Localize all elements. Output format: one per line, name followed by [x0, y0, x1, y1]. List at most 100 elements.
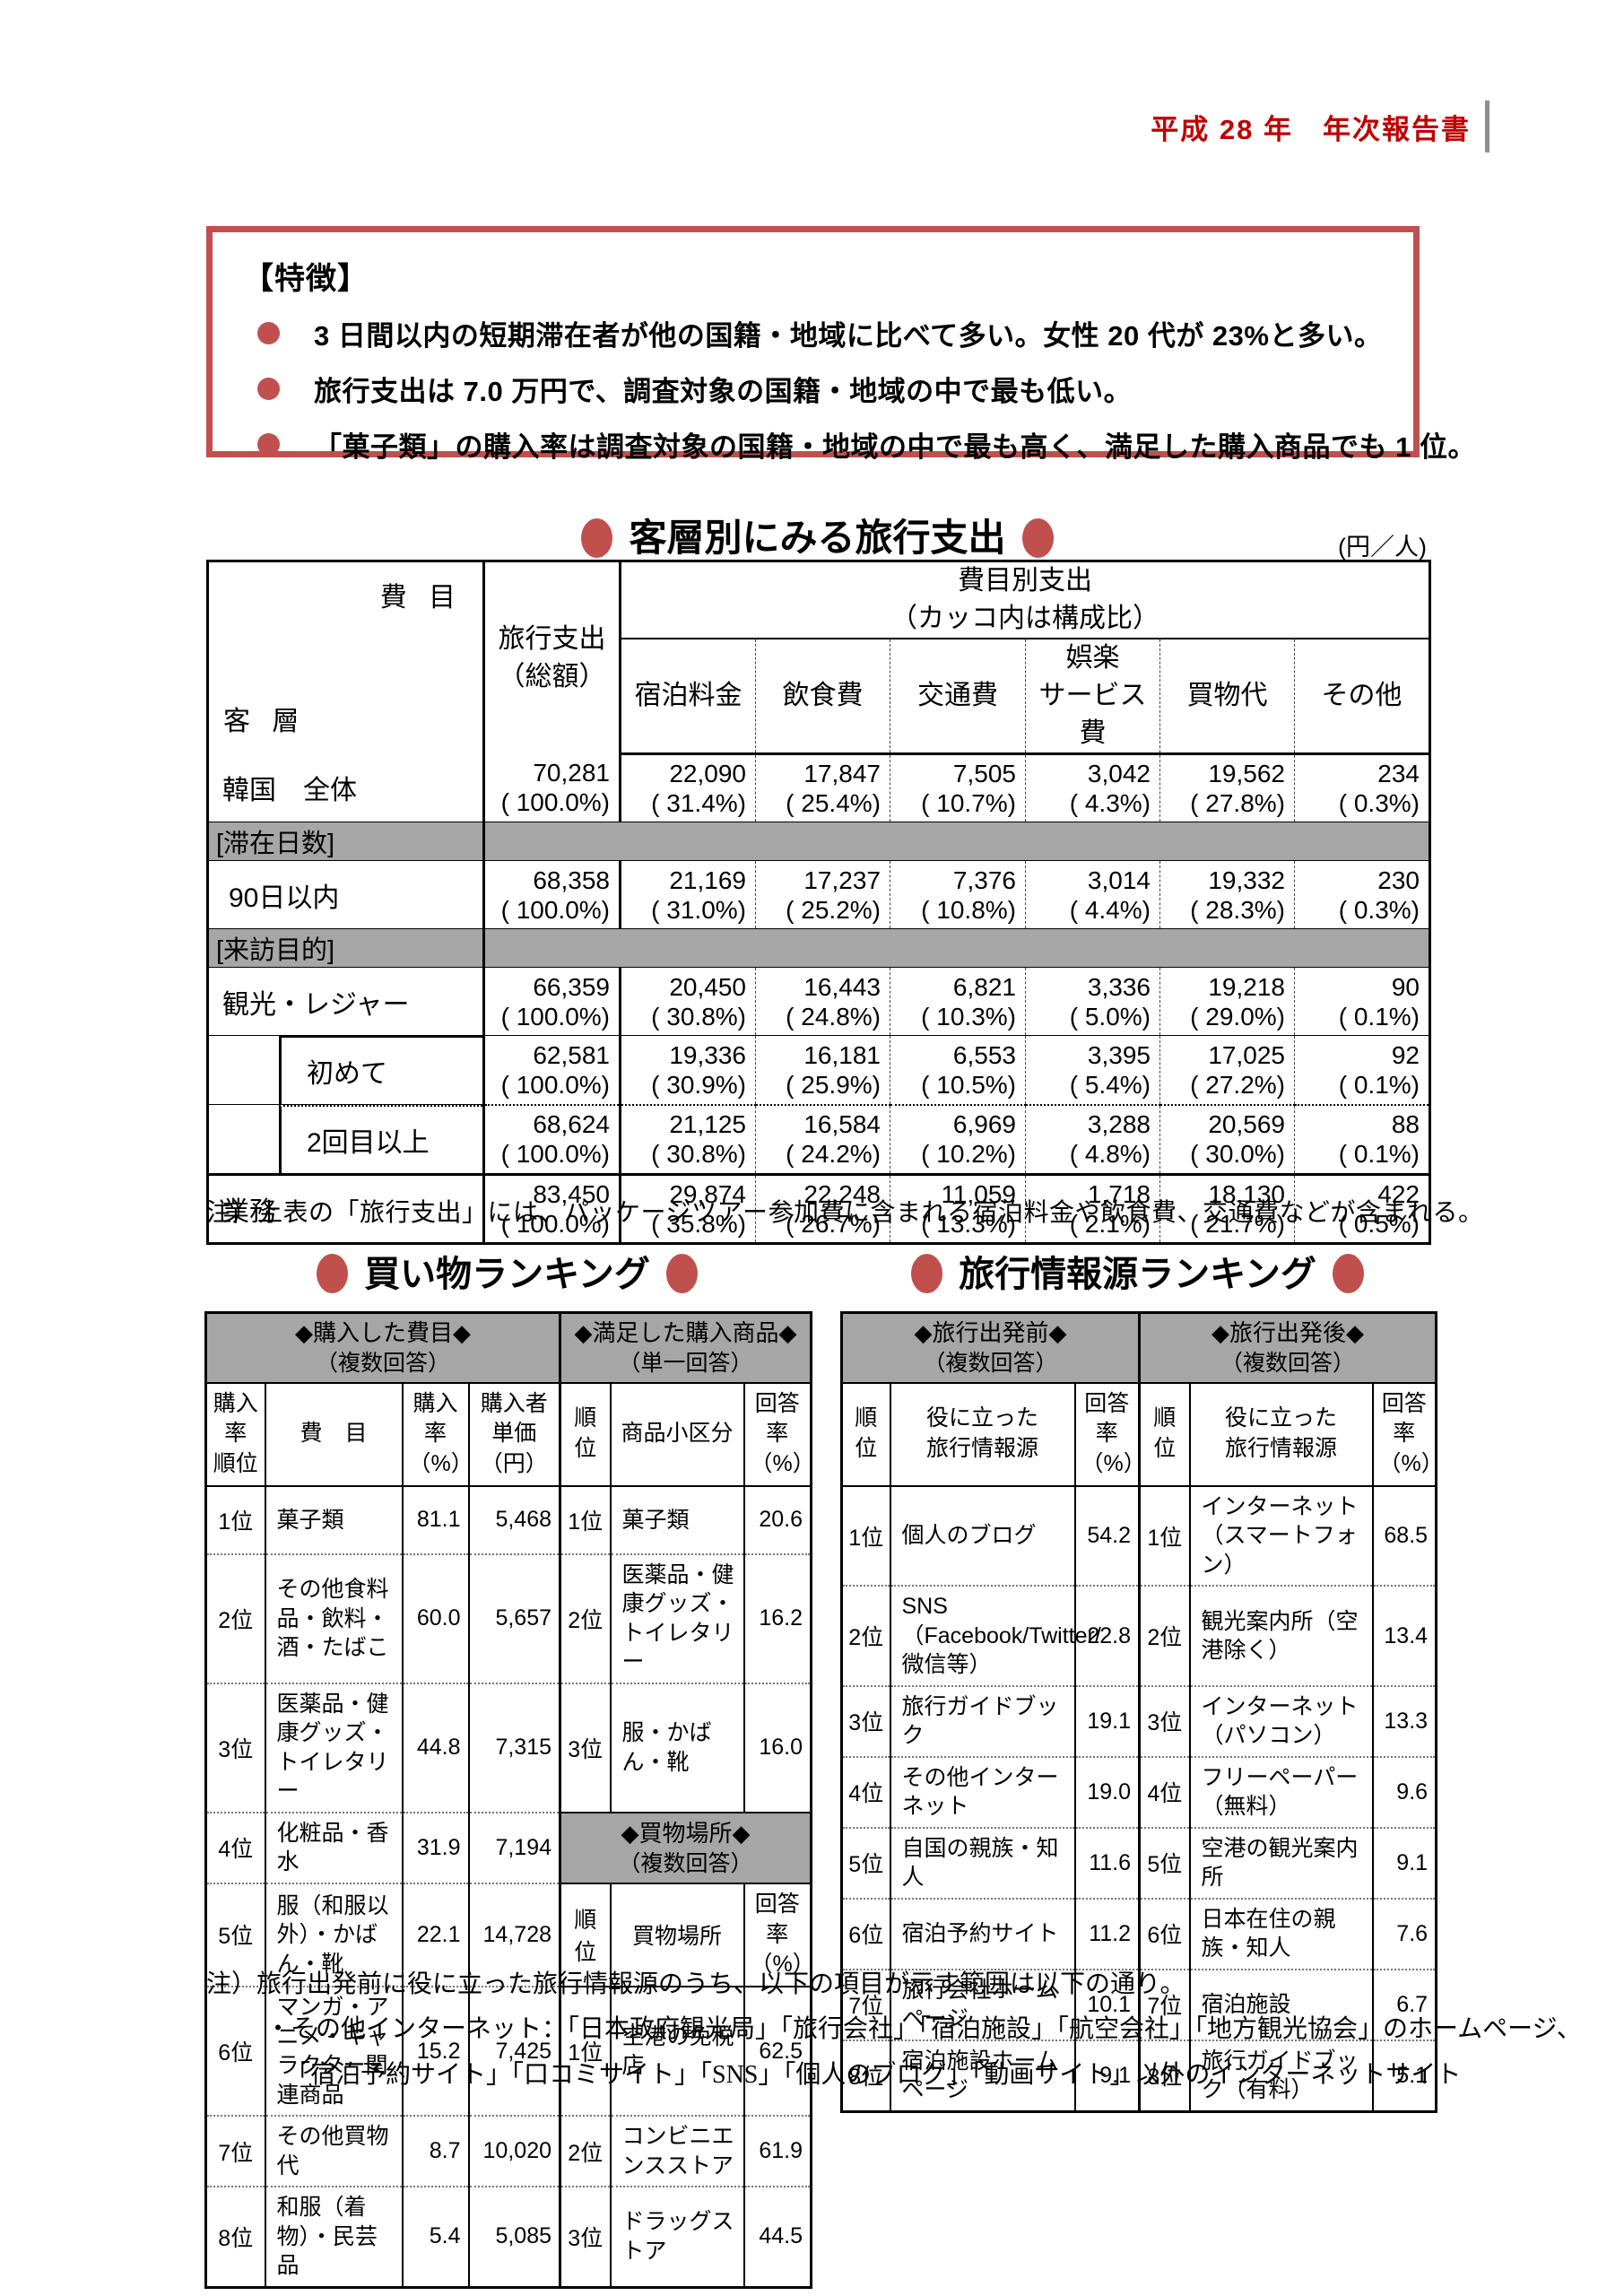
price-cell: 5,468 — [469, 1486, 560, 1554]
table-row: 4位 その他インターネット 19.0 4位 フリーペーパー（無料） 9.6 — [842, 1757, 1437, 1828]
share: ( 4.4%) — [1026, 895, 1151, 925]
rank-cell: 2位 — [842, 1586, 890, 1686]
rank-cell: 3位 — [206, 1683, 265, 1813]
share: ( 5.4%) — [1026, 1070, 1151, 1100]
rate-cell: 16.0 — [744, 1683, 812, 1813]
value-cell: 16,584( 24.2%) — [756, 1105, 890, 1175]
item-cell: 和服（着物）・民芸品 — [265, 2187, 403, 2287]
item-cell: 菓子類 — [265, 1486, 403, 1554]
rank-cell: 2位 — [206, 1554, 265, 1683]
amount: 6,553 — [890, 1040, 1016, 1070]
share: ( 0.3%) — [1295, 788, 1420, 818]
group-header-sub: （複数回答） — [843, 1349, 1138, 1378]
rank-cell: 1位 — [206, 1486, 265, 1554]
share: ( 27.8%) — [1160, 788, 1285, 818]
red-bullet-icon — [317, 1254, 348, 1293]
rank-cell: 7位 — [206, 2116, 265, 2187]
table-row: 1位 菓子類 81.1 5,468 1位 菓子類 20.6 — [206, 1486, 812, 1554]
amount: 68,358 — [485, 865, 610, 895]
share: ( 31.0%) — [621, 895, 746, 925]
column-header: 順位 — [1140, 1383, 1190, 1486]
amount: 6,821 — [890, 972, 1016, 1002]
total-cell: 68,358( 100.0%) — [484, 861, 621, 929]
share: ( 27.2%) — [1160, 1070, 1285, 1100]
share: ( 30.8%) — [621, 1002, 746, 1031]
share: ( 30.8%) — [621, 1139, 746, 1169]
group-header-row: ◆購入した費目◆ （複数回答） ◆満足した購入商品◆ （単一回答） — [206, 1313, 812, 1383]
group-header-text: ◆満足した購入商品◆ — [561, 1318, 810, 1349]
total-cell: 66,359( 100.0%) — [484, 968, 621, 1036]
rank-cell: 4位 — [1140, 1757, 1190, 1828]
shopping-ranking-table: ◆購入した費目◆ （複数回答） ◆満足した購入商品◆ （単一回答） 購入率 順位… — [204, 1311, 812, 2289]
source-cell: その他インターネット — [890, 1757, 1075, 1828]
amount: 17,237 — [756, 865, 881, 895]
row-label: 韓国 全体 — [208, 754, 484, 822]
table-row: 観光・レジャー 66,359( 100.0%) 20,450( 30.8%) 1… — [208, 968, 1430, 1036]
table-row: 1位 個人のブログ 54.2 1位 インターネット（スマートフォン） 68.5 — [842, 1486, 1437, 1587]
value-cell: 90( 0.1%) — [1295, 968, 1430, 1036]
value-cell: 3,336( 5.0%) — [1026, 968, 1160, 1036]
rank-cell: 1位 — [560, 1486, 611, 1554]
share: ( 0.3%) — [1295, 895, 1420, 925]
amount: 7,505 — [890, 759, 1016, 788]
group-header-text: ◆購入した費目◆ — [207, 1318, 559, 1349]
rate-cell: 81.1 — [403, 1486, 469, 1554]
table-row: 韓国 全体 70,281( 100.0%) 22,090( 31.4%) 17,… — [208, 754, 1430, 822]
value-cell: 21,169( 31.0%) — [621, 861, 756, 929]
column-header: 交通費 — [890, 639, 1026, 754]
value-cell: 19,336( 30.9%) — [621, 1036, 756, 1105]
column-header: 宿泊料金 — [621, 639, 756, 754]
rate-cell: 54.2 — [1075, 1486, 1140, 1587]
rank-cell: 8位 — [206, 2187, 265, 2287]
amount: 3,288 — [1026, 1109, 1151, 1139]
total-cell: 68,624( 100.0%) — [484, 1105, 621, 1175]
source-cell: 個人のブログ — [890, 1486, 1075, 1587]
rank-cell: 2位 — [560, 1554, 611, 1683]
amount: 19,218 — [1160, 972, 1285, 1002]
value-cell: 92( 0.1%) — [1295, 1036, 1430, 1105]
source-cell: 日本在住の親族・知人 — [1190, 1899, 1373, 1970]
amount: 90 — [1295, 972, 1420, 1002]
column-header: 購入率 （%） — [403, 1383, 469, 1486]
rank-cell: 1位 — [842, 1486, 890, 1587]
red-dot-icon — [257, 322, 280, 344]
column-header: 回答率 （%） — [1373, 1383, 1437, 1486]
amount: 66,359 — [485, 972, 610, 1002]
rate-cell: 44.5 — [744, 2187, 812, 2287]
share: ( 100.0%) — [485, 895, 610, 925]
amount: 20,569 — [1160, 1109, 1285, 1139]
rate-cell: 5.4 — [403, 2187, 469, 2287]
value-cell: 88( 0.1%) — [1295, 1105, 1430, 1175]
source-cell: SNS （Facebook/Twitter/微信等） — [890, 1586, 1075, 1686]
share: ( 100.0%) — [485, 1070, 610, 1100]
amount: 16,181 — [756, 1040, 881, 1070]
column-header: 順位 — [842, 1383, 890, 1486]
total-cell: 62,581( 100.0%) — [484, 1036, 621, 1105]
column-header: 順位 — [560, 1383, 611, 1486]
share: ( 24.8%) — [756, 1002, 881, 1031]
rate-cell: 19.1 — [1075, 1686, 1140, 1757]
footnote-line: ・その他インターネット：「日本政府観光局」「旅行会社」「宿泊施設」「航空会社」「… — [265, 2007, 1582, 2052]
column-header-row: 順位 役に立った 旅行情報源 回答率 （%） 順位 役に立った 旅行情報源 回答… — [842, 1383, 1437, 1486]
amount: 3,014 — [1026, 865, 1151, 895]
group-header-place: ◆買物場所◆ （複数回答） — [560, 1813, 812, 1883]
share: ( 0.1%) — [1295, 1002, 1420, 1031]
value-cell: 19,332( 28.3%) — [1160, 861, 1295, 929]
share: ( 10.2%) — [890, 1139, 1016, 1169]
rank-cell: 2位 — [1140, 1586, 1190, 1686]
column-header-group: 費目別支出 （カッコ内は構成比） — [621, 561, 1430, 639]
share: ( 4.8%) — [1026, 1139, 1151, 1169]
footnote-line: 注）旅行出発前に役に立った旅行情報源のうち、以下の項目が示す範囲は以下の通り。 — [206, 1962, 1582, 2007]
amount: 92 — [1295, 1040, 1420, 1070]
amount: 19,332 — [1160, 865, 1285, 895]
amount: 7,376 — [890, 865, 1016, 895]
rank-cell: 6位 — [842, 1899, 890, 1970]
value-cell: 22,090( 31.4%) — [621, 754, 756, 822]
amount: 17,847 — [756, 759, 881, 788]
feature-text: 3 日間以内の短期滞在者が他の国籍・地域に比べて多い。女性 20 代が 23%と… — [314, 313, 1382, 353]
red-bullet-icon — [911, 1254, 942, 1293]
rate-cell: 16.2 — [744, 1554, 812, 1683]
amount: 20,450 — [621, 972, 746, 1002]
table-row: 6位 宿泊予約サイト 11.2 6位 日本在住の親族・知人 7.6 — [842, 1899, 1437, 1970]
footnote-line: 「宿泊予約サイト」「口コミサイト」「SNS」「個人のブログ」「動画サイト」以外の… — [285, 2053, 1582, 2098]
